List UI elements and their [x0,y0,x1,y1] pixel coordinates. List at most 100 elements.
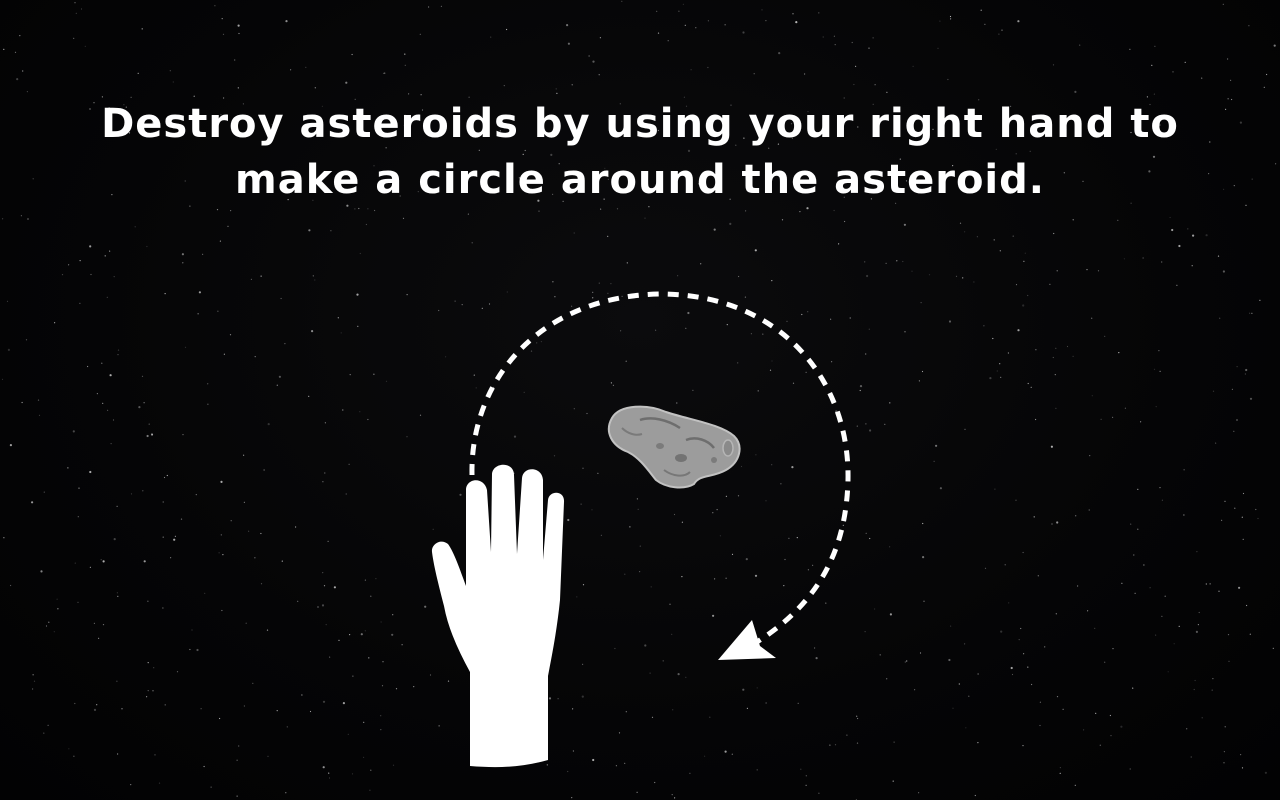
star [830,318,832,320]
star [868,328,870,330]
star [750,333,753,335]
star [263,469,265,471]
star [846,734,848,736]
star [421,109,424,111]
star [419,414,422,416]
star [266,629,269,631]
star [324,422,326,424]
star [1031,683,1033,686]
star [1100,418,1102,420]
star [1099,113,1101,115]
star [1215,442,1217,444]
star [995,148,997,150]
star [692,389,694,391]
star [368,657,370,659]
star [1059,772,1061,775]
star [1027,294,1029,297]
star [74,2,76,4]
star [980,9,982,11]
star [117,354,119,356]
star [67,467,69,469]
star [229,334,232,336]
star [116,680,118,682]
star [1184,61,1186,64]
star [488,303,491,305]
star [1259,299,1261,301]
star [1273,44,1276,47]
star [804,73,806,75]
star [191,629,193,631]
star [765,702,767,704]
star [367,208,369,210]
star [1140,421,1142,423]
star [1272,647,1274,650]
star [1018,639,1020,641]
star [814,647,816,649]
star [347,733,349,736]
star [651,134,653,136]
star [895,202,897,204]
star [1012,235,1014,237]
star [392,764,395,766]
star [1173,643,1175,645]
star [164,704,166,706]
star [1239,121,1242,124]
star [614,647,616,650]
star [98,637,100,639]
star [1234,507,1236,509]
star [654,781,656,784]
star [904,661,906,663]
star [973,281,975,283]
star [948,658,951,662]
star [392,614,394,616]
star [1011,673,1014,676]
star [106,296,108,298]
star [1091,395,1093,397]
star [143,560,146,563]
star [1245,368,1248,372]
star [314,87,316,89]
star [1231,388,1233,390]
star [872,103,874,105]
star [729,222,732,225]
star [784,558,786,561]
star [134,226,136,228]
star [889,402,891,404]
star [869,537,871,540]
star [868,47,870,49]
star [677,275,679,277]
star [649,672,651,674]
star [180,518,183,520]
star [1143,564,1145,566]
star [348,463,350,465]
star [540,341,543,343]
star [1121,582,1123,584]
star [566,24,569,27]
star [68,748,70,750]
star [1007,352,1010,354]
star [889,613,893,616]
star [1130,202,1132,204]
star [1221,519,1223,521]
star [284,343,286,345]
star [162,536,164,538]
star [356,293,359,296]
star [367,418,369,421]
star [1022,745,1024,747]
star [363,721,365,723]
star [904,331,906,333]
star [499,130,501,132]
star [309,710,312,713]
star [153,667,155,669]
star [788,537,790,539]
star [807,311,809,313]
star [1275,163,1277,165]
star [146,245,148,248]
star [349,374,351,376]
star [825,602,827,604]
star [1217,255,1220,257]
star [921,370,924,373]
star [600,534,603,536]
star [461,304,463,306]
star [1233,430,1235,432]
